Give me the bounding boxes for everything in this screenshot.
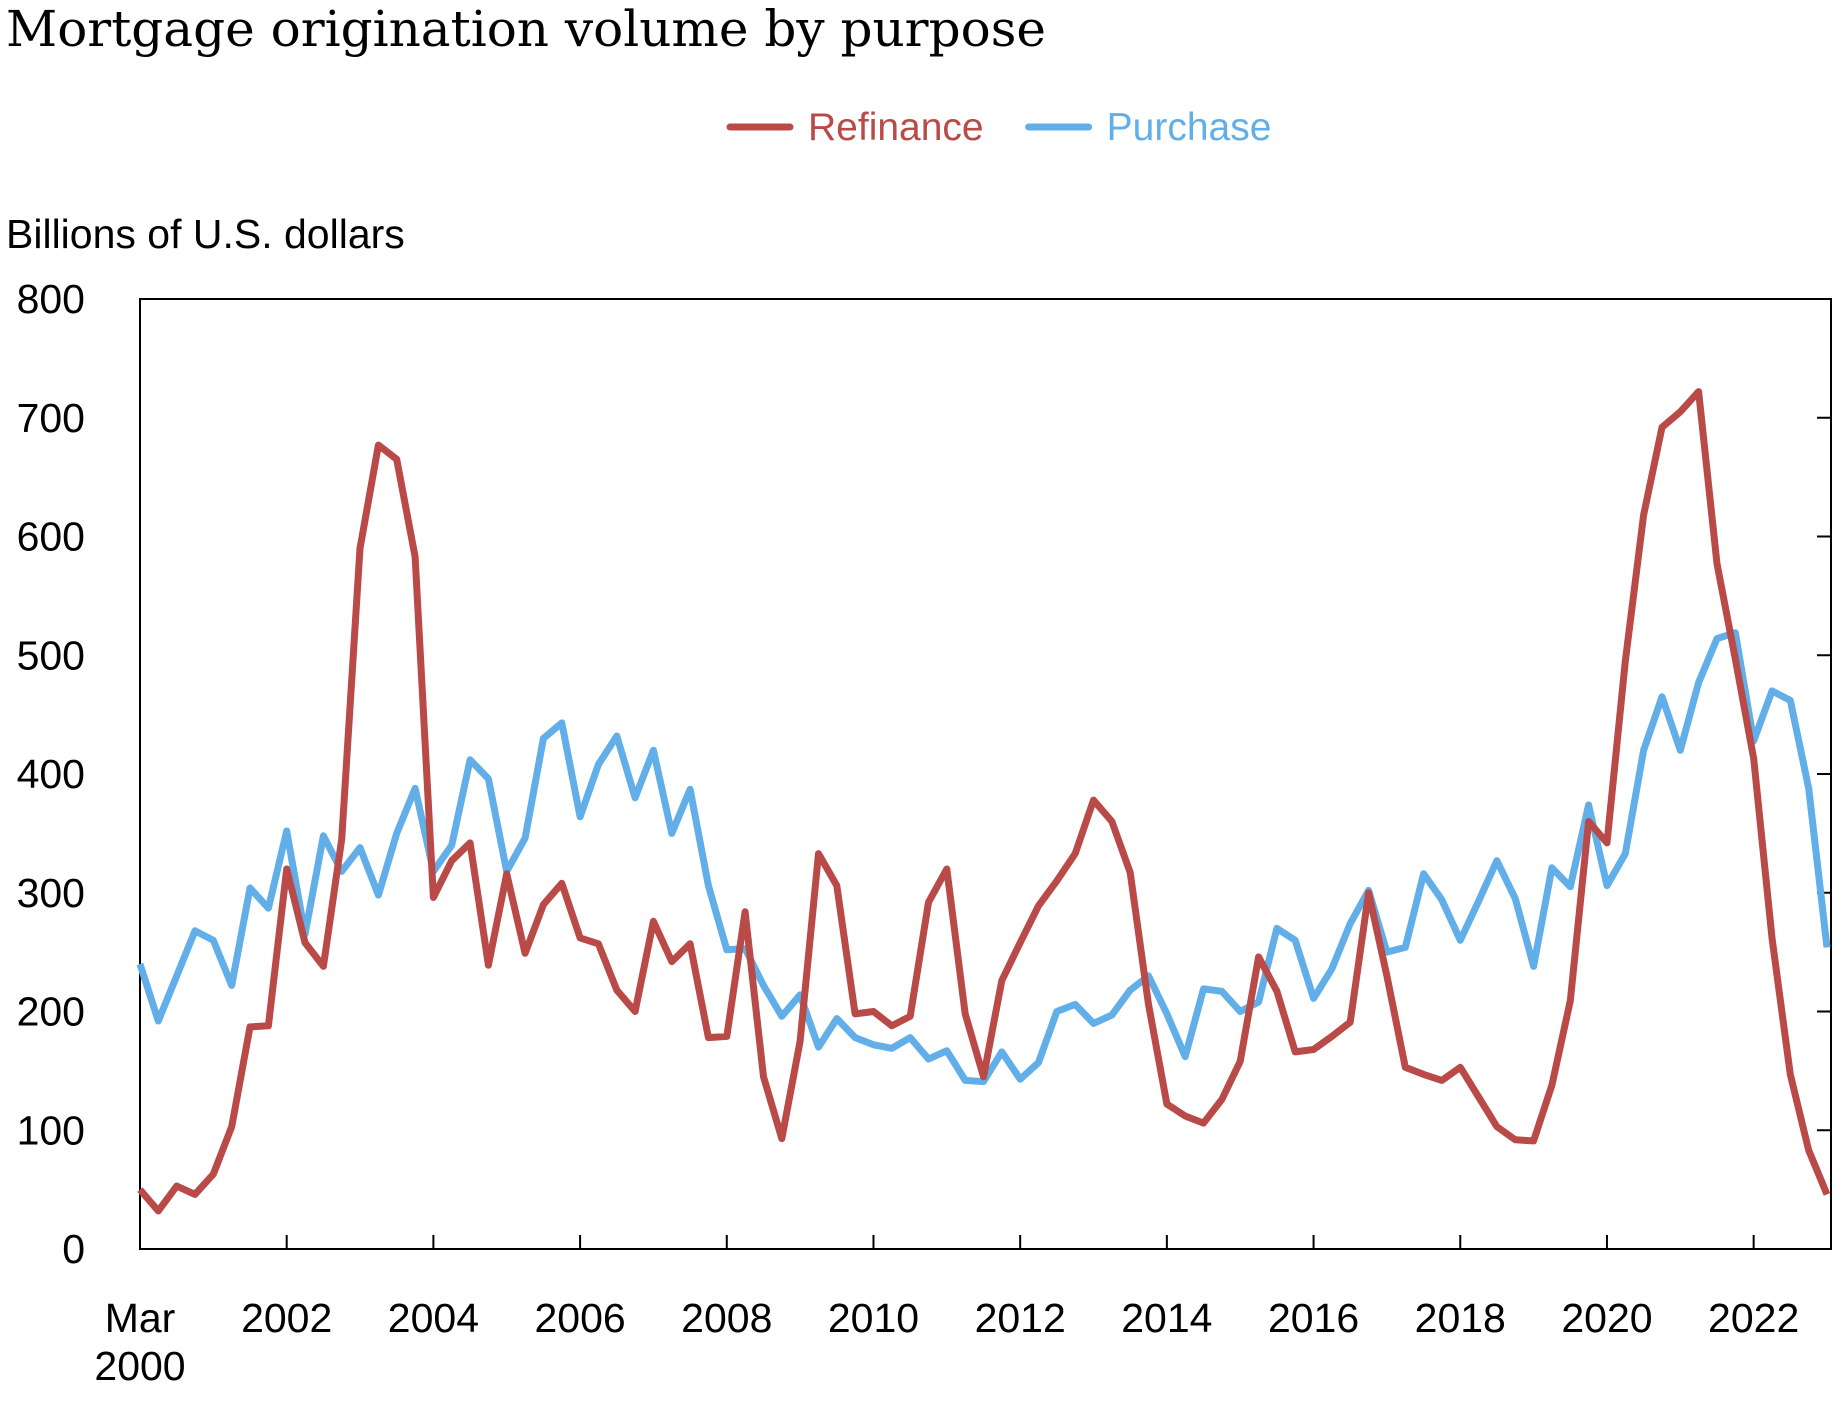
y-tick-label: 0: [62, 1226, 85, 1272]
y-tick-label: 600: [17, 514, 85, 560]
legend-label: Purchase: [1107, 106, 1272, 149]
x-tick-label: Mar 2000: [94, 1295, 185, 1389]
x-tick-label: 2016: [1268, 1295, 1359, 1341]
legend: Refinance Purchase: [726, 106, 1272, 149]
y-tick-label: 800: [17, 276, 85, 322]
plot-frame: [139, 298, 1832, 1250]
y-tick-label: 500: [17, 632, 85, 678]
x-tick-label: 2022: [1708, 1295, 1799, 1341]
y-axis-label: Billions of U.S. dollars: [6, 211, 405, 257]
series-line-purchase: [136, 629, 1831, 1086]
x-tick-label: 2012: [975, 1295, 1066, 1341]
y-tick-label: 100: [17, 1107, 85, 1153]
x-tick-label: 2006: [534, 1295, 625, 1341]
y-tick-label: 400: [17, 751, 85, 797]
legend-label: Refinance: [808, 106, 984, 149]
y-tick-label: 300: [17, 870, 85, 916]
x-tick-label: 2014: [1121, 1295, 1212, 1341]
y-tick-label: 200: [17, 989, 85, 1035]
y-tick-label: 700: [17, 395, 85, 441]
x-tick-label: 2020: [1561, 1295, 1652, 1341]
chart-title: Mortgage origination volume by purpose: [6, 0, 1046, 58]
x-tick-label: 2002: [241, 1295, 332, 1341]
x-tick-label: 2010: [828, 1295, 919, 1341]
x-tick-label: 2004: [388, 1295, 479, 1341]
x-tick-label: 2018: [1415, 1295, 1506, 1341]
x-tick-label: 2008: [681, 1295, 772, 1341]
series-line-refinance: [137, 388, 1831, 1215]
